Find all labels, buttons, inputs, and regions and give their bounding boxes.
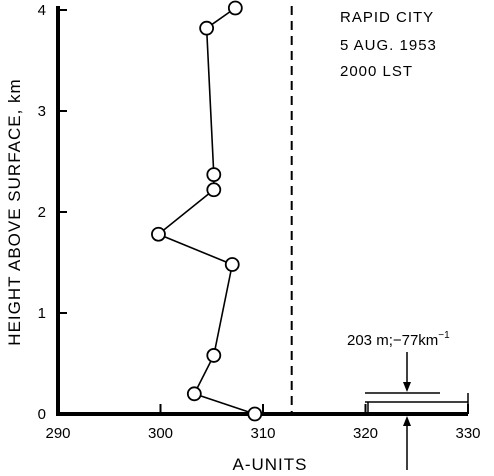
x-axis-title: A-UNITS: [233, 455, 308, 474]
y-axis-title: HEIGHT ABOVE SURFACE, km: [5, 78, 24, 345]
data-point: [247, 406, 263, 422]
scale-label-superscript: −1: [438, 330, 450, 341]
annotation-line-1: RAPID CITY: [340, 9, 434, 26]
scale-label-main: 203 m;−77km: [347, 332, 438, 349]
annotation-line-3: 2000 LST: [340, 63, 413, 80]
scale-arrow-upper-head: [403, 382, 411, 392]
scale-arrow-lower-head: [403, 416, 411, 426]
y-tick-label: 3: [38, 103, 46, 120]
data-point: [199, 20, 215, 36]
y-tick-label: 2: [38, 204, 46, 221]
data-point: [151, 226, 166, 242]
y-tick-label: 1: [38, 305, 46, 322]
y-tick-label: 4: [38, 2, 46, 19]
scale-label: 203 m;−77km−1: [347, 330, 450, 349]
series-line: [156, 7, 256, 415]
x-tick-label: 320: [353, 425, 378, 442]
marks: [151, 0, 469, 470]
axes: 290 300 310 320 330 0 1 2 3 4: [38, 2, 481, 442]
data-point: [206, 182, 222, 198]
data-point: [186, 386, 202, 402]
data-point: [206, 167, 222, 183]
data-point: [227, 0, 243, 16]
x-tick-label: 300: [148, 425, 173, 442]
x-tick-label: 330: [455, 425, 480, 442]
x-tick-label: 310: [250, 425, 275, 442]
y-tick-label: 0: [38, 406, 46, 423]
annotation-line-2: 5 AUG. 1953: [340, 37, 437, 54]
data-point: [224, 257, 240, 272]
labels: A-UNITS HEIGHT ABOVE SURFACE, km RAPID C…: [5, 9, 450, 474]
x-tick-label: 290: [45, 425, 70, 442]
data-point: [206, 348, 222, 363]
